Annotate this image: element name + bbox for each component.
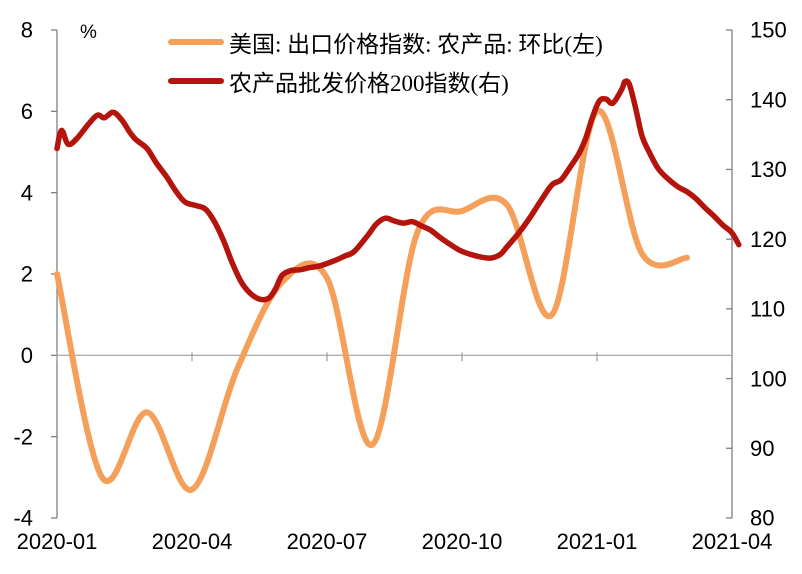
series-us-export-price-mom (54, 108, 690, 493)
left-axis-tick-label: 2 (21, 262, 33, 287)
x-axis-tick-label: 2020-07 (287, 529, 368, 554)
right-axis-tick-label: 110 (750, 297, 785, 322)
x-axis-tick-label: 2020-04 (152, 529, 233, 554)
legend-line-swatch-orange (168, 38, 224, 45)
right-axis-tick-label: 130 (750, 157, 787, 182)
left-axis-tick-label: 4 (21, 180, 33, 205)
legend-label: 美国: 出口价格指数: 农产品: 环比(左) (229, 31, 603, 57)
left-axis-tick-label: 6 (21, 99, 33, 124)
right-axis-tick-label: 140 (750, 87, 787, 112)
left-axis-tick-label: -2 (13, 424, 33, 449)
left-axis-tick-label: 0 (21, 343, 33, 368)
x-axis-tick-label: 2020-01 (17, 529, 98, 554)
legend-item-export-price: 美国: 出口价格指数: 农产品: 环比(左) (168, 22, 603, 61)
left-axis-tick-label: -4 (13, 506, 33, 531)
right-axis-tick-label: 100 (750, 366, 787, 391)
x-axis-tick-label: 2020-10 (422, 529, 503, 554)
left-axis-unit-label: % (80, 22, 97, 43)
left-axis-tick-label: 8 (21, 18, 33, 43)
right-axis-tick-label: 80 (750, 506, 774, 531)
right-axis-tick-label: 120 (750, 227, 787, 252)
legend-line-swatch-red (168, 77, 224, 84)
x-axis-tick-label: 2021-04 (692, 529, 773, 554)
legend-label: 农产品批发价格200指数(右) (229, 70, 509, 96)
x-axis-tick-label: 2021-01 (557, 529, 638, 554)
series-ag-wholesale-price-200 (54, 78, 742, 303)
right-axis-tick-label: 150 (750, 18, 787, 43)
right-axis-tick-label: 90 (750, 436, 774, 461)
legend-item-wholesale-200: 农产品批发价格200指数(右) (168, 61, 603, 100)
legend: 美国: 出口价格指数: 农产品: 环比(左) 农产品批发价格200指数(右) (168, 22, 603, 100)
